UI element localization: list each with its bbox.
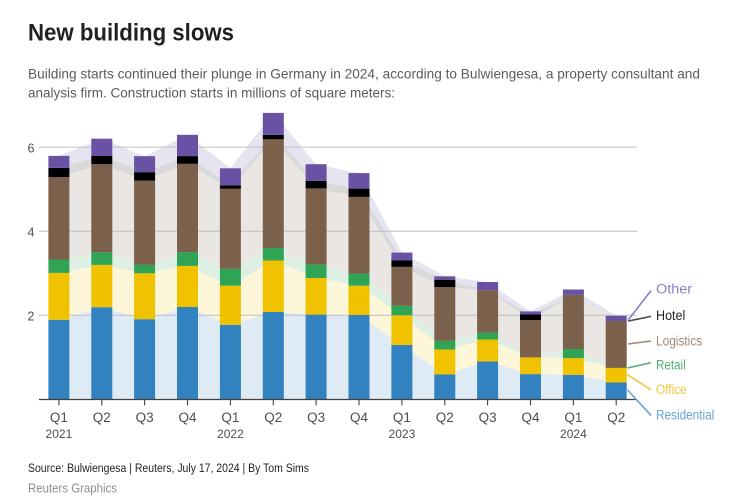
svg-text:Residential: Residential	[656, 408, 714, 423]
svg-text:4: 4	[28, 226, 35, 240]
svg-text:Q1: Q1	[50, 410, 68, 425]
svg-text:Q4: Q4	[350, 410, 369, 425]
svg-text:2022: 2022	[217, 427, 244, 441]
svg-text:Other: Other	[656, 281, 693, 296]
svg-text:Reuters Graphics: Reuters Graphics	[28, 481, 117, 495]
svg-text:Q1: Q1	[221, 410, 239, 425]
svg-text:Q4: Q4	[178, 410, 197, 425]
svg-text:6: 6	[28, 142, 35, 156]
svg-text:Retail: Retail	[656, 358, 686, 373]
svg-text:Q3: Q3	[136, 410, 154, 425]
svg-text:Q2: Q2	[607, 410, 625, 425]
svg-text:Q2: Q2	[93, 410, 111, 425]
svg-text:New building slows: New building slows	[28, 20, 234, 47]
svg-text:Q2: Q2	[264, 410, 282, 425]
svg-text:Q2: Q2	[436, 410, 454, 425]
svg-text:2: 2	[28, 310, 35, 324]
svg-text:Logistics: Logistics	[656, 333, 702, 348]
svg-text:Q3: Q3	[307, 410, 325, 425]
svg-text:Office: Office	[656, 382, 687, 397]
svg-text:analysis firm. Construction st: analysis firm. Construction starts in mi…	[28, 84, 395, 100]
svg-text:Q3: Q3	[479, 410, 497, 425]
svg-text:2023: 2023	[389, 427, 416, 441]
svg-text:Q4: Q4	[521, 410, 540, 425]
svg-text:2024: 2024	[560, 427, 587, 441]
svg-text:Building starts continued thei: Building starts continued their plunge i…	[28, 66, 700, 82]
svg-text:Q1: Q1	[393, 410, 411, 425]
svg-text:2021: 2021	[46, 427, 73, 441]
svg-text:Q1: Q1	[564, 410, 582, 425]
svg-text:Hotel: Hotel	[656, 308, 685, 323]
svg-text:Source: Bulwiengesa | Reuters,: Source: Bulwiengesa | Reuters, July 17, …	[28, 461, 309, 475]
